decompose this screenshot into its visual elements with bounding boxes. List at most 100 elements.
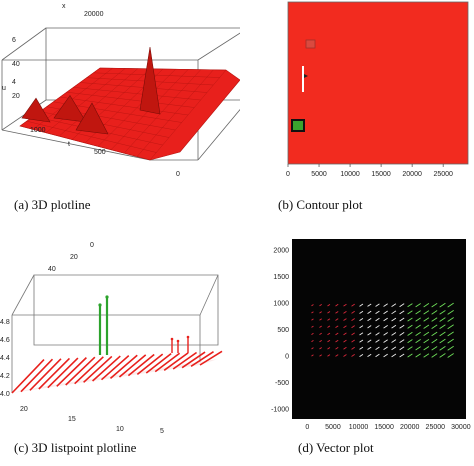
- floor-line: [109, 354, 138, 379]
- vector-arrow: [431, 338, 438, 344]
- vector-arrow: [423, 324, 430, 329]
- vector-arrow: [311, 354, 314, 357]
- floor-line: [118, 354, 147, 378]
- tick-label-x: 20000: [400, 424, 420, 431]
- tick-label-depth: 5: [160, 428, 164, 435]
- tick-label-depth: 10: [116, 426, 124, 433]
- tick-label-vertical: 4.2: [0, 373, 10, 380]
- tick-label-vertical: 20: [12, 93, 20, 100]
- vector-arrow: [335, 311, 339, 314]
- tick-label-x: 25000: [433, 171, 453, 178]
- vector-arrow: [327, 325, 331, 328]
- chart-a-svg: x 20000 6 40 4 20 u 1000 500 0 t: [1, 3, 249, 178]
- vector-arrow: [343, 346, 347, 350]
- vector-arrow: [407, 324, 413, 329]
- vector-arrow: [359, 346, 364, 350]
- surface-peak-left: [21, 97, 51, 123]
- vector-arrow: [439, 353, 446, 358]
- vector-arrow: [407, 303, 413, 308]
- vector-arrow: [415, 346, 421, 351]
- vector-arrow: [335, 303, 339, 307]
- tick-label-depth: 1000: [30, 127, 46, 134]
- caption-c: (c) 3D listpoint plotline: [14, 440, 137, 455]
- vector-arrow: [415, 317, 421, 322]
- tick-label-vertical: 6: [12, 37, 16, 44]
- tick-label-x: 20000: [402, 171, 422, 178]
- tick-label-x: 15000: [374, 424, 394, 431]
- vector-arrow: [383, 353, 388, 358]
- green-spike-head: [98, 303, 102, 307]
- vector-arrow: [431, 310, 438, 315]
- floor-line: [74, 356, 104, 385]
- vector-arrow: [375, 317, 380, 322]
- tick-label-depth: 20: [20, 406, 28, 413]
- tick-label-top: 20: [70, 254, 78, 261]
- vector-arrow: [423, 310, 430, 315]
- vector-arrow: [423, 303, 430, 308]
- vector-arrow: [343, 332, 347, 336]
- tick-label-x: 10000: [349, 424, 369, 431]
- vector-arrow: [391, 339, 397, 343]
- vector-arrow: [359, 318, 364, 322]
- vector-arrow: [391, 332, 397, 336]
- vector-arrow: [359, 353, 364, 357]
- vector-arrow: [447, 345, 454, 351]
- vector-arrow: [327, 303, 331, 307]
- floor-plane: [12, 359, 218, 393]
- tick-label-x: 5000: [325, 424, 341, 431]
- floor-line: [65, 356, 96, 386]
- vector-arrow: [335, 325, 339, 329]
- vector-arrow: [359, 303, 364, 307]
- vector-arrow: [367, 310, 372, 314]
- vector-arrow: [383, 332, 388, 336]
- floor-line: [127, 353, 155, 377]
- vector-arrow: [431, 353, 438, 358]
- vector-arrow: [359, 332, 364, 336]
- floor-line: [190, 351, 214, 368]
- vector-arrow: [375, 332, 380, 336]
- tick-label-vertical: 4: [12, 79, 16, 86]
- vector-arrow: [399, 353, 405, 358]
- green-spike-head: [105, 295, 109, 299]
- vector-arrow: [439, 310, 446, 315]
- vector-arrow: [415, 303, 421, 308]
- tick-label-vertical: 4.4: [0, 355, 10, 362]
- vector-arrow: [311, 318, 314, 321]
- axis-label-vertical: u: [2, 85, 6, 92]
- vector-arrow: [391, 310, 397, 315]
- vector-arrow: [399, 303, 405, 308]
- vector-arrow: [439, 317, 446, 322]
- vector-plot-area: [292, 239, 466, 419]
- tick-label-y: 1000: [273, 301, 289, 308]
- vector-arrow: [439, 338, 446, 344]
- vector-arrow: [391, 317, 397, 322]
- contour-small-square: [305, 39, 316, 49]
- vector-arrow: [383, 339, 388, 343]
- vector-arrow: [351, 354, 355, 357]
- floor-line: [20, 358, 54, 393]
- surface-peak-tall-right: [139, 46, 161, 115]
- vector-arrow: [391, 303, 397, 308]
- surface-grid-line: [123, 69, 201, 154]
- surface-grid-line: [97, 69, 176, 147]
- vector-arrow: [399, 346, 405, 351]
- vector-arrow: [351, 303, 355, 307]
- vector-arrow: [351, 332, 355, 336]
- vector-arrow: [343, 303, 347, 307]
- vector-arrow: [415, 324, 421, 329]
- vector-arrow: [367, 346, 372, 350]
- vector-arrow: [319, 325, 322, 328]
- vector-arrow: [375, 339, 380, 343]
- vector-arrow: [359, 310, 364, 314]
- surface-grid-line: [58, 68, 138, 137]
- tick-label-y: 500: [277, 327, 289, 334]
- vector-arrow: [319, 311, 322, 314]
- tick-label-depth: 500: [94, 149, 106, 156]
- vector-arrow: [447, 331, 454, 337]
- surface-grid-line: [149, 69, 227, 161]
- vector-arrow: [335, 318, 339, 321]
- vector-arrow: [351, 310, 355, 314]
- vector-arrow: [439, 331, 446, 337]
- vector-arrow: [447, 317, 454, 322]
- vector-arrow: [439, 302, 446, 308]
